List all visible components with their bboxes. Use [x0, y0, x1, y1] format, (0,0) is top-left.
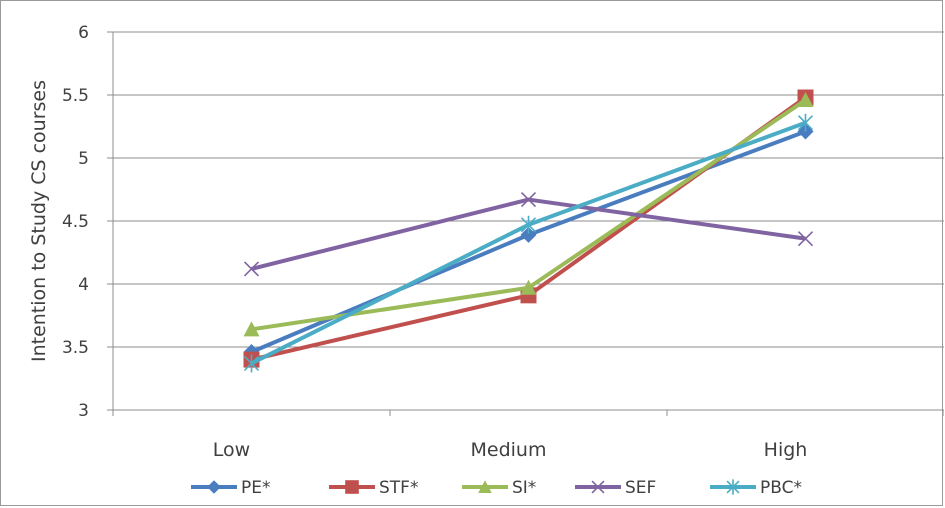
- x-category-label: Medium: [471, 439, 547, 461]
- data-point: [520, 226, 537, 243]
- data-point: [243, 354, 260, 373]
- data-point: [520, 279, 537, 295]
- data-point: [520, 215, 537, 234]
- y-tick-label: 5.5: [62, 86, 89, 106]
- legend-swatch-marker: [591, 480, 605, 494]
- legend-label: PBC*: [760, 478, 802, 498]
- data-point: [797, 231, 814, 247]
- x-category-labels: Low Medium High: [213, 439, 808, 461]
- data-point: [243, 261, 260, 277]
- series-lines: [243, 89, 814, 373]
- legend-swatch-marker: [478, 480, 492, 493]
- legend-label: STF*: [379, 478, 418, 498]
- legend-swatch-marker: [726, 479, 740, 495]
- y-tick-label: 3: [78, 401, 89, 421]
- axes: [107, 31, 944, 416]
- legend-label: PE*: [241, 478, 271, 498]
- legend-swatch-marker: [207, 480, 221, 494]
- legend: PE* STF* SI* SEF PBC*: [191, 478, 802, 498]
- x-category-label: High: [764, 439, 808, 461]
- y-tick-label: 5: [78, 149, 89, 169]
- legend-label: SEF: [625, 478, 656, 498]
- legend-swatch-marker: [345, 480, 359, 494]
- data-point: [520, 192, 537, 208]
- legend-label: SI*: [512, 478, 536, 498]
- y-tick-labels: 3 3.5 4 4.5 5 5.5 6: [62, 23, 89, 421]
- y-tick-label: 3.5: [62, 338, 89, 358]
- data-point: [243, 321, 260, 337]
- y-tick-label: 6: [78, 23, 89, 43]
- data-point: [797, 113, 814, 132]
- data-point: [797, 92, 814, 108]
- y-tick-label: 4: [78, 275, 89, 295]
- y-tick-label: 4.5: [62, 212, 89, 232]
- y-axis-title: Intention to Study CS courses: [28, 80, 50, 362]
- x-category-label: Low: [213, 439, 250, 461]
